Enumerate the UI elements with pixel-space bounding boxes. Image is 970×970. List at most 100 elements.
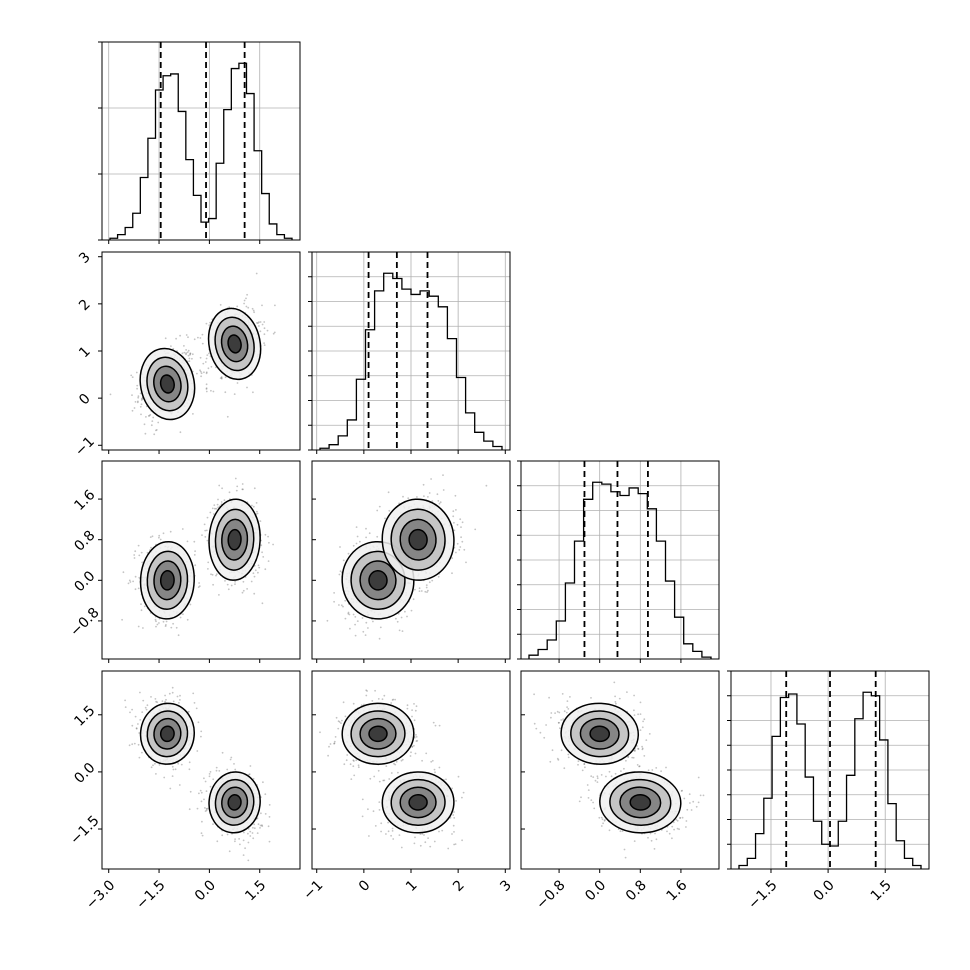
scatter-point — [636, 764, 639, 766]
scatter-point — [233, 393, 236, 395]
scatter-point — [151, 420, 154, 422]
density-contours — [207, 307, 262, 381]
scatter-point — [259, 520, 262, 522]
scatter-point — [641, 748, 644, 751]
scatter-point — [148, 415, 150, 417]
scatter-point — [419, 844, 422, 847]
scatter-point — [153, 433, 156, 436]
scatter-point — [172, 700, 175, 703]
scatter-point — [189, 353, 191, 356]
scatter-point — [219, 304, 222, 306]
scatter-point — [633, 694, 635, 697]
scatter-point — [239, 843, 241, 846]
scatter-point — [241, 483, 244, 485]
scatter-point — [274, 304, 276, 307]
scatter-point — [632, 756, 635, 759]
scatter-point — [165, 624, 167, 626]
panel-background — [102, 252, 300, 450]
scatter-point — [418, 587, 421, 590]
scatter-point — [257, 571, 259, 574]
scatter-point — [247, 832, 249, 835]
panel-background — [312, 671, 510, 869]
scatter-point — [266, 329, 269, 332]
scatter-point — [355, 526, 358, 528]
scatter-point — [179, 334, 182, 337]
scatter-point — [424, 590, 427, 593]
scatter-point — [134, 575, 137, 578]
scatter-point — [259, 827, 261, 829]
scatter-point — [220, 377, 223, 380]
scatter-point — [141, 751, 143, 754]
scatter-point — [139, 691, 141, 694]
scatter-point — [227, 588, 230, 591]
scatter-point — [410, 751, 412, 754]
scatter-point — [224, 580, 226, 582]
scatter-point — [459, 546, 462, 548]
scatter-point — [172, 622, 175, 625]
panel-1-0 — [98, 251, 301, 454]
scatter-point — [639, 713, 642, 715]
scatter-point — [340, 604, 343, 607]
scatter-point — [413, 703, 415, 705]
scatter-point — [406, 704, 409, 707]
scatter-point — [390, 834, 392, 837]
scatter-point — [378, 637, 381, 640]
scatter-point — [134, 588, 137, 591]
scatter-point — [177, 762, 180, 765]
scatter-point — [422, 483, 425, 486]
scatter-point — [143, 605, 146, 608]
scatter-point — [145, 416, 147, 418]
scatter-point — [563, 710, 566, 713]
scatter-point — [372, 620, 374, 623]
panel-background — [521, 671, 719, 869]
scatter-point — [246, 588, 249, 590]
scatter-point — [352, 613, 355, 616]
scatter-point — [328, 745, 330, 748]
scatter-point — [369, 777, 372, 780]
scatter-point — [567, 753, 570, 756]
scatter-point — [164, 337, 167, 340]
scatter-point — [174, 768, 177, 771]
scatter-point — [388, 778, 391, 780]
scatter-point — [413, 842, 416, 845]
scatter-point — [208, 775, 211, 778]
scatter-point — [455, 551, 457, 554]
scatter-point — [242, 580, 245, 583]
scatter-point — [451, 833, 453, 835]
scatter-point — [137, 587, 140, 590]
scatter-point — [390, 772, 393, 774]
scatter-point — [201, 333, 204, 336]
scatter-point — [402, 495, 404, 498]
scatter-point — [268, 816, 271, 818]
scatter-point — [109, 393, 112, 396]
scatter-point — [242, 854, 245, 856]
scatter-point — [378, 505, 381, 508]
scatter-point — [344, 617, 347, 620]
scatter-point — [146, 704, 149, 707]
scatter-point — [264, 813, 267, 815]
scatter-point — [185, 349, 188, 351]
panel-3-2 — [520, 670, 720, 873]
scatter-point — [441, 829, 444, 832]
scatter-point — [219, 377, 222, 379]
scatter-point — [397, 771, 399, 774]
scatter-point — [461, 796, 463, 799]
scatter-point — [257, 823, 260, 826]
scatter-point — [220, 376, 223, 379]
scatter-point — [188, 768, 191, 771]
scatter-point — [233, 763, 235, 765]
scatter-point — [203, 798, 205, 801]
scatter-point — [205, 790, 208, 792]
scatter-point — [234, 477, 237, 480]
scatter-point — [338, 604, 340, 606]
scatter-point — [211, 507, 214, 510]
scatter-point — [581, 769, 584, 772]
scatter-point — [236, 485, 239, 488]
scatter-point — [180, 763, 183, 766]
scatter-point — [255, 272, 258, 275]
scatter-point — [155, 773, 157, 775]
scatter-point — [425, 586, 428, 589]
scatter-point — [267, 825, 270, 828]
scatter-point — [188, 710, 190, 713]
scatter-point — [197, 721, 200, 724]
